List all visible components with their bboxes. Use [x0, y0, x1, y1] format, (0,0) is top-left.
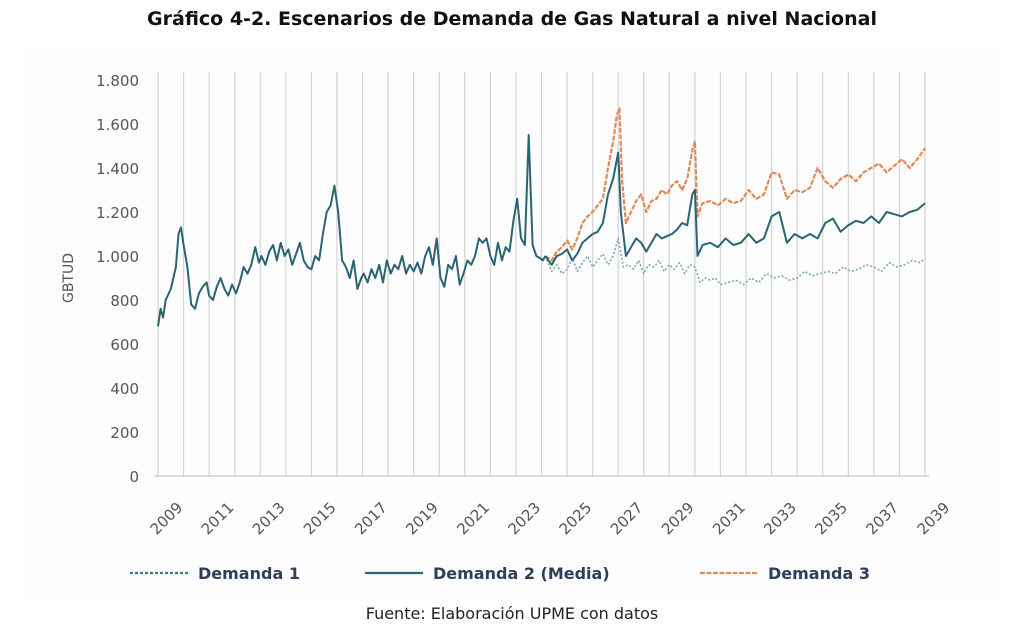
- x-tick-label: 2037: [862, 499, 902, 539]
- x-tick-label: 2035: [811, 499, 851, 539]
- legend-label: Demanda 3: [768, 564, 870, 583]
- y-tick-label: 1.800: [96, 72, 139, 90]
- x-tick-label: 2023: [505, 499, 545, 539]
- y-axis: 0 200 400 600 800 1.000 1.200 1.400 1.600 1.800 GB…: [61, 72, 139, 486]
- y-tick-label: 0: [129, 468, 139, 486]
- x-tick-label: 2021: [453, 499, 493, 539]
- historical-line: [157, 134, 547, 327]
- y-axis-title: GBTUD: [61, 253, 77, 303]
- x-tick-label: 2039: [914, 499, 954, 539]
- series-line-demanda-2-media: [544, 151, 926, 266]
- y-tick-label: 200: [110, 424, 139, 442]
- series-line-demanda-1: [544, 237, 926, 286]
- y-tick-label: 400: [110, 380, 139, 398]
- x-tick-label: 2011: [198, 499, 238, 539]
- x-tick-label: 2027: [607, 499, 647, 539]
- series-line-demanda-3: [544, 107, 926, 262]
- x-tick-label: 2031: [709, 499, 749, 539]
- x-tick-label: 2015: [300, 499, 340, 539]
- y-tick-label: 1.000: [96, 248, 139, 266]
- legend-label: Demanda 1: [198, 564, 300, 583]
- y-tick-label: 800: [110, 292, 139, 310]
- x-tick-label: 2019: [402, 499, 442, 539]
- source-note: Fuente: Elaboración UPME con datos: [365, 604, 659, 623]
- x-tick-label: 2013: [249, 499, 289, 539]
- x-tick-label: 2017: [351, 499, 391, 539]
- x-tick-label: 2025: [556, 499, 596, 539]
- x-axis: 2009 2011 2013 2015 2017 2019 2021 2023 2025 2027…: [147, 499, 954, 539]
- series-lines: [157, 107, 926, 327]
- y-tick-label: 600: [110, 336, 139, 354]
- legend-label: Demanda 2 (Media): [433, 564, 610, 583]
- x-tick-label: 2033: [760, 499, 800, 539]
- y-tick-label: 1.200: [96, 204, 139, 222]
- line-chart: 0 200 400 600 800 1.000 1.200 1.400 1.600 1.800 GB…: [61, 72, 954, 583]
- x-tick-label: 2009: [147, 499, 187, 539]
- chart-title: Gráfico 4-2. Escenarios de Demanda de Ga…: [147, 8, 877, 30]
- y-tick-label: 1.600: [96, 116, 139, 134]
- x-tick-label: 2029: [658, 499, 698, 539]
- legend: Demanda 1 Demanda 2 (Media) Demanda 3: [130, 564, 870, 583]
- vertical-gridlines: [154, 72, 929, 477]
- chart-panel: [22, 50, 996, 602]
- y-tick-label: 1.400: [96, 160, 139, 178]
